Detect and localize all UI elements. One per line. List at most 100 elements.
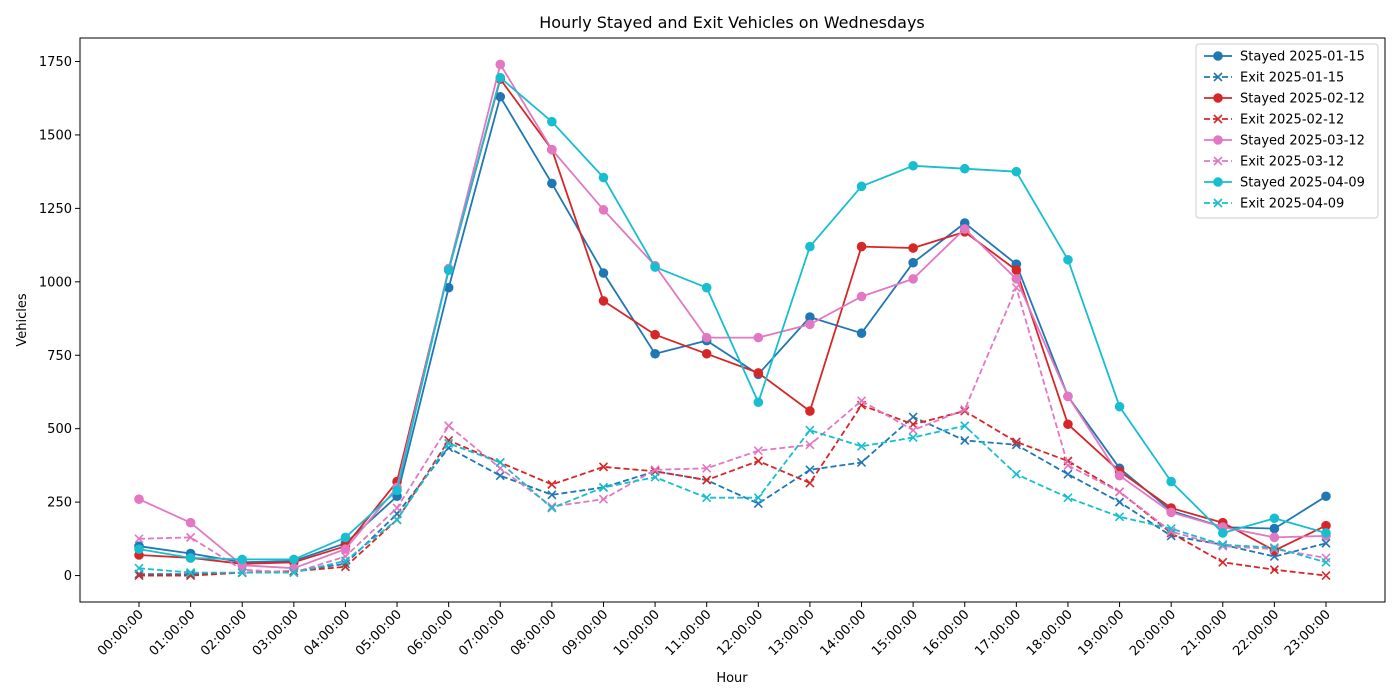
y-tick-label: 1250 bbox=[39, 202, 72, 217]
x-marker-stroke bbox=[340, 559, 351, 569]
data-point bbox=[856, 328, 867, 339]
data-point bbox=[960, 406, 970, 416]
x-marker-stroke bbox=[1166, 523, 1176, 534]
x-marker-stroke bbox=[1213, 156, 1223, 166]
data-point bbox=[1218, 557, 1228, 567]
data-point bbox=[1166, 507, 1176, 518]
x-marker-stroke bbox=[134, 563, 144, 573]
data-point bbox=[134, 570, 144, 581]
data-point bbox=[134, 494, 144, 504]
x-marker-stroke bbox=[547, 503, 557, 513]
x-marker-stroke bbox=[805, 425, 815, 435]
legend-marker bbox=[1213, 93, 1223, 103]
data-point bbox=[753, 456, 763, 466]
x-marker-stroke bbox=[444, 435, 454, 446]
series-stayed-2025-04-09 bbox=[134, 72, 1331, 565]
data-point bbox=[908, 243, 918, 253]
data-point bbox=[444, 435, 454, 446]
data-point bbox=[856, 441, 867, 451]
data-point bbox=[1114, 512, 1125, 522]
x-marker-stroke bbox=[753, 493, 763, 503]
data-point bbox=[1321, 491, 1331, 502]
x-tick-label: 10:00:00 bbox=[611, 607, 663, 659]
data-point bbox=[186, 569, 196, 579]
data-point bbox=[753, 446, 763, 456]
x-axis: 00:00:00 01:00:00 02:00:00 03:00:00 04:00:00… bbox=[95, 602, 1334, 659]
x-marker-stroke bbox=[1011, 283, 1021, 293]
legend-marker bbox=[1213, 198, 1223, 208]
data-point bbox=[1063, 493, 1073, 503]
data-point bbox=[960, 435, 970, 446]
data-point bbox=[960, 421, 970, 431]
data-point bbox=[598, 268, 609, 278]
data-point bbox=[856, 457, 867, 468]
legend: Stayed 2025-01-15 Exit 2025-01-15 Stayed 2… bbox=[1195, 43, 1379, 219]
data-point bbox=[1321, 538, 1331, 548]
legend-item: Exit 2025-04-09 bbox=[1204, 197, 1344, 212]
data-point bbox=[1217, 528, 1228, 538]
data-point bbox=[805, 241, 815, 252]
x-marker-stroke bbox=[1269, 543, 1279, 553]
data-point bbox=[1063, 391, 1073, 402]
data-point bbox=[805, 425, 815, 435]
series-line bbox=[138, 78, 1327, 565]
x-marker-stroke bbox=[1321, 570, 1331, 581]
x-marker-stroke bbox=[1063, 460, 1073, 470]
data-point bbox=[908, 432, 918, 443]
x-marker-stroke bbox=[598, 462, 609, 472]
data-point bbox=[134, 534, 144, 544]
data-point bbox=[960, 405, 970, 415]
legend-item: Stayed 2025-02-12 bbox=[1204, 92, 1365, 107]
data-point bbox=[908, 412, 918, 422]
x-tick-label: 11:00:00 bbox=[663, 607, 715, 659]
data-point bbox=[856, 181, 867, 192]
data-point bbox=[598, 494, 609, 504]
x-marker-stroke bbox=[1063, 493, 1073, 503]
legend-item: Exit 2025-03-12 bbox=[1204, 155, 1344, 170]
data-point bbox=[856, 241, 867, 252]
legend-marker bbox=[1213, 51, 1223, 61]
data-point bbox=[340, 556, 351, 566]
data-point bbox=[1063, 469, 1073, 479]
series-stayed-2025-01-15 bbox=[134, 91, 1331, 568]
legend-label: Exit 2025-01-15 bbox=[1240, 71, 1344, 86]
y-tick-label: 1000 bbox=[39, 275, 72, 290]
x-tick-label: 01:00:00 bbox=[147, 607, 199, 659]
x-marker-stroke bbox=[186, 569, 196, 579]
data-point bbox=[1011, 166, 1022, 177]
x-tick-label: 17:00:00 bbox=[972, 607, 1024, 659]
series-line bbox=[138, 95, 1327, 564]
x-marker-stroke bbox=[856, 441, 867, 451]
x-marker-stroke bbox=[1269, 565, 1279, 575]
x-tick-label: 21:00:00 bbox=[1179, 607, 1231, 659]
data-point bbox=[650, 465, 660, 475]
data-point bbox=[444, 438, 454, 448]
data-point bbox=[1321, 528, 1331, 538]
legend-item: Stayed 2025-03-12 bbox=[1204, 134, 1365, 149]
x-marker-stroke bbox=[805, 465, 815, 475]
legend-label: Exit 2025-04-09 bbox=[1240, 197, 1344, 212]
data-point bbox=[1269, 543, 1279, 553]
x-marker-stroke bbox=[960, 406, 970, 416]
x-tick-label: 16:00:00 bbox=[921, 607, 973, 659]
data-point bbox=[650, 262, 660, 272]
series-stayed-2025-03-12 bbox=[134, 59, 1331, 574]
data-point bbox=[1063, 419, 1073, 430]
x-marker-stroke bbox=[1321, 538, 1331, 548]
x-tick-label: 22:00:00 bbox=[1230, 607, 1282, 659]
x-marker-stroke bbox=[392, 503, 402, 513]
data-point bbox=[186, 532, 196, 542]
series-stayed-2025-02-12 bbox=[134, 74, 1331, 569]
y-tick-label: 1500 bbox=[39, 128, 72, 143]
data-point bbox=[1269, 532, 1280, 543]
legend-item: Exit 2025-02-12 bbox=[1204, 113, 1344, 128]
x-marker-stroke bbox=[1011, 437, 1021, 447]
series-line bbox=[138, 424, 1327, 574]
data-point bbox=[1218, 540, 1228, 550]
data-point bbox=[753, 332, 764, 343]
x-tick-label: 12:00:00 bbox=[714, 607, 766, 659]
data-point bbox=[856, 396, 867, 406]
data-point bbox=[1166, 476, 1176, 487]
data-point bbox=[392, 503, 402, 513]
chart-title: Hourly Stayed and Exit Vehicles on Wedne… bbox=[539, 13, 925, 32]
